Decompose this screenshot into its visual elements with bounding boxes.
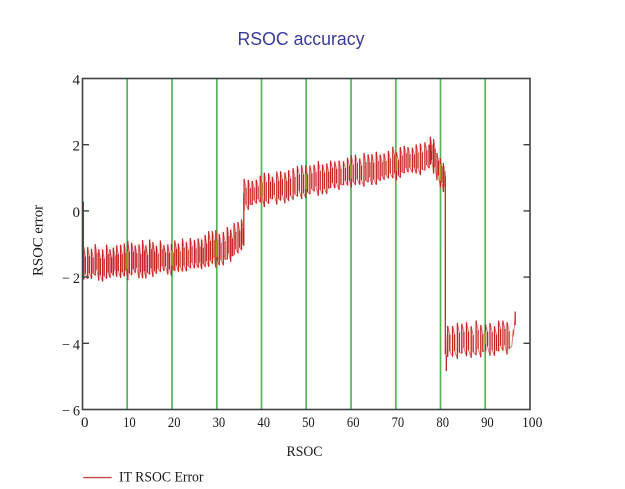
svg-text:RSOC error: RSOC error [31, 205, 47, 276]
svg-text:60: 60 [347, 415, 360, 431]
svg-text:4: 4 [73, 73, 81, 89]
svg-text:− 6: − 6 [62, 404, 80, 420]
svg-text:40: 40 [257, 415, 270, 431]
svg-text:100: 100 [522, 415, 542, 431]
svg-text:50: 50 [302, 415, 315, 431]
svg-text:IT RSOC Error: IT RSOC Error [119, 469, 204, 484]
svg-text:RSOC: RSOC [287, 444, 323, 460]
svg-text:70: 70 [392, 415, 405, 431]
svg-text:20: 20 [168, 415, 181, 431]
svg-text:0: 0 [81, 415, 89, 431]
svg-text:− 4: − 4 [62, 337, 80, 353]
svg-text:0: 0 [73, 205, 81, 221]
svg-text:10: 10 [123, 415, 136, 431]
svg-text:2: 2 [73, 139, 81, 155]
svg-text:30: 30 [213, 415, 226, 431]
svg-text:90: 90 [481, 415, 494, 431]
svg-text:RSOC accuracy: RSOC accuracy [238, 29, 365, 49]
svg-text:80: 80 [436, 415, 449, 431]
svg-text:− 2: − 2 [62, 271, 80, 287]
